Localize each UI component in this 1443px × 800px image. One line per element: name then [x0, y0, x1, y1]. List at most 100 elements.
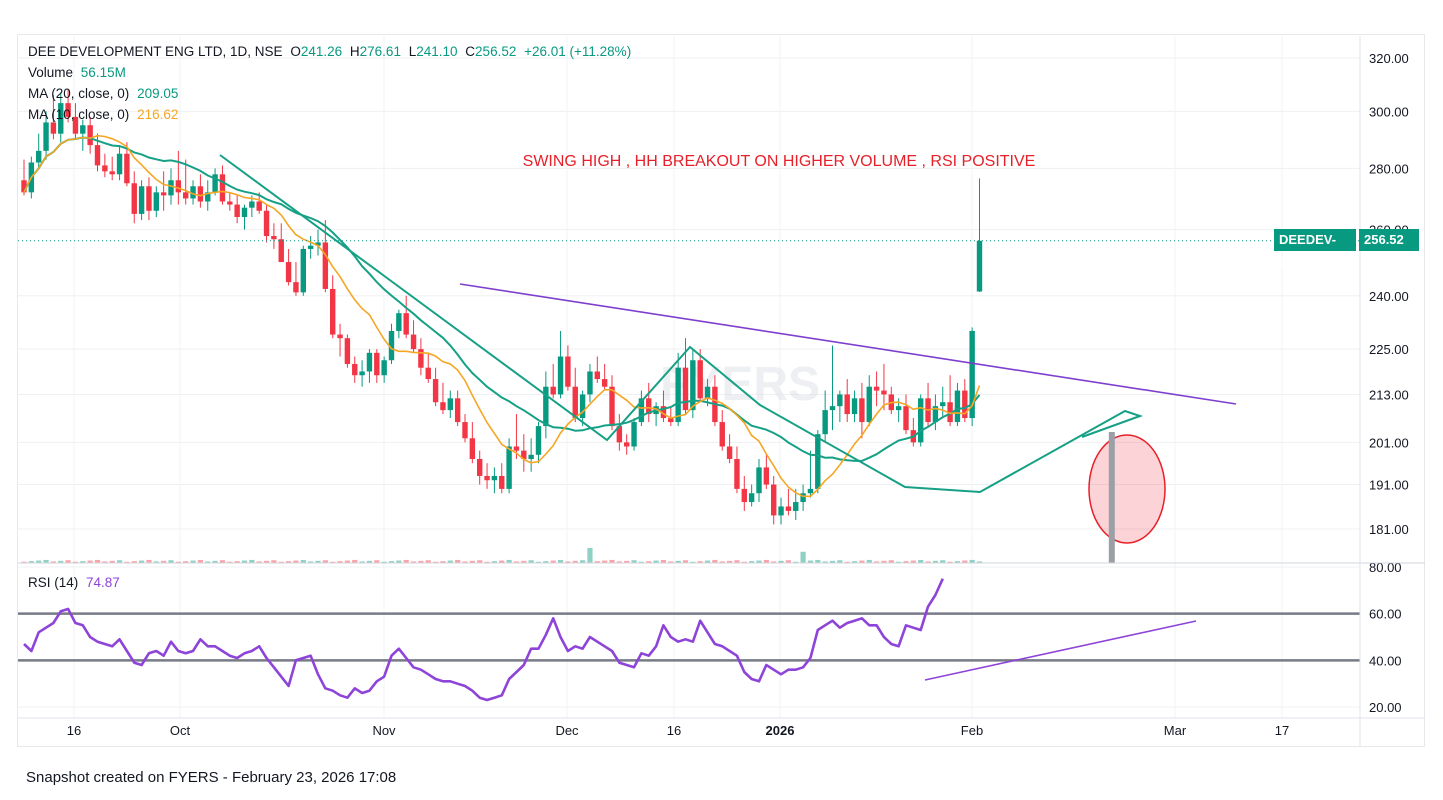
candle-body: [557, 356, 564, 395]
volume-bar: [580, 560, 586, 563]
volume-bar: [675, 560, 681, 563]
rsi-line: [23, 578, 944, 702]
candle-body: [903, 406, 909, 431]
candlesticks[interactable]: [21, 89, 983, 525]
rsi-label: RSI (14): [28, 575, 79, 590]
volume-bar: [271, 560, 277, 563]
volume-bar: [609, 559, 615, 563]
candle-body: [947, 402, 953, 423]
candle-body: [403, 313, 409, 335]
volume-bar: [153, 561, 159, 563]
candle-body: [352, 363, 358, 376]
volume-bar: [594, 561, 600, 563]
candle-body: [800, 493, 806, 503]
last-price-tag: 256.52: [1359, 229, 1419, 251]
candle-body: [756, 467, 762, 494]
volume-label: Volume: [28, 65, 74, 80]
volume-bar: [969, 559, 975, 563]
change-value: +26.01 (+11.28%): [524, 44, 632, 59]
price-tick-label: 201.00: [1369, 435, 1409, 450]
volume-bar: [344, 560, 350, 563]
candle-body: [160, 192, 167, 196]
volume-bar: [925, 561, 931, 563]
price-tick-label: 225.00: [1369, 342, 1409, 357]
volume-bar: [359, 561, 365, 563]
volume-bar: [374, 560, 380, 563]
price-tick-label: 300.00: [1369, 104, 1409, 119]
candle-body: [410, 334, 417, 350]
volume-bar: [550, 560, 556, 563]
candle-body: [366, 352, 373, 372]
volume-bar: [800, 551, 806, 563]
candle-body: [278, 239, 284, 263]
volume-bar: [822, 561, 828, 563]
time-tick-label: 16: [667, 723, 681, 738]
candle-body: [374, 352, 380, 376]
candle-body: [881, 390, 887, 395]
moving-averages: [18, 134, 1360, 498]
volume-bar: [58, 560, 64, 563]
price-tick-label: 240.00: [1369, 289, 1409, 304]
candle-body: [572, 386, 578, 419]
time-tick-label: Oct: [170, 723, 191, 738]
volume-bar: [315, 560, 321, 563]
volume-bar: [697, 561, 703, 563]
volume-bar: [932, 560, 938, 563]
candle-body: [197, 186, 204, 202]
candle-body: [418, 349, 424, 368]
volume-bar: [513, 561, 520, 563]
volume-bar: [403, 559, 409, 563]
candle-body: [484, 475, 490, 481]
candle-body: [859, 398, 865, 423]
volume-bar: [653, 560, 659, 563]
volume-bar: [778, 560, 784, 563]
candle-body: [851, 398, 858, 415]
candle-body: [866, 386, 872, 423]
candle-body: [131, 183, 137, 214]
volume-bar: [704, 560, 711, 563]
candle-body: [168, 180, 174, 196]
candle-body: [72, 116, 79, 134]
volume-bar: [477, 560, 483, 563]
snapshot-footer: Snapshot created on FYERS - February 23,…: [26, 769, 397, 786]
volume-bar: [43, 559, 49, 563]
candle-body: [550, 386, 556, 395]
channel-drawing: [219, 154, 1144, 494]
volume-bar: [660, 559, 667, 563]
volume-bar: [631, 560, 637, 563]
volume-bar: [572, 560, 578, 563]
candle-body: [50, 122, 57, 134]
volume-bar: [727, 560, 733, 563]
symbol-header: DEE DEVELOPMENT ENG LTD, 1D, NSE O241.26…: [28, 44, 635, 59]
candle-body: [726, 446, 733, 459]
candle-body: [793, 502, 799, 511]
candle-body: [969, 330, 975, 419]
time-tick-label: Nov: [372, 723, 396, 738]
volume-bar: [543, 561, 549, 563]
ma20-label: MA (20, close, 0): [28, 86, 130, 101]
candle-body: [932, 406, 939, 423]
candle-body: [675, 367, 681, 423]
volume-bar: [65, 560, 71, 563]
candle-body: [499, 475, 505, 489]
volume-bar: [888, 560, 894, 563]
symbol-price-tag: DEEDEV-EQ: [1274, 229, 1356, 269]
candle-body: [748, 493, 755, 503]
ma10-legend: MA (10, close, 0) 216.62: [28, 107, 182, 122]
candle-body: [506, 446, 512, 489]
open-label: O: [290, 44, 301, 59]
time-tick-label: Mar: [1164, 723, 1187, 738]
candle-body: [895, 406, 902, 411]
volume-value: 56.15M: [80, 65, 126, 80]
volume-bar: [668, 561, 674, 563]
candle-body: [565, 356, 571, 387]
ma10-value: 216.62: [137, 107, 179, 122]
volume-bar: [410, 561, 417, 563]
symbol-name: DEE DEVELOPMENT ENG LTD, 1D, NSE: [28, 44, 283, 59]
volume-bar: [308, 561, 314, 563]
volume-bar: [771, 561, 777, 563]
volume-bar: [506, 559, 512, 563]
ma10-label: MA (10, close, 0): [28, 107, 130, 122]
volume-bar: [36, 560, 42, 563]
